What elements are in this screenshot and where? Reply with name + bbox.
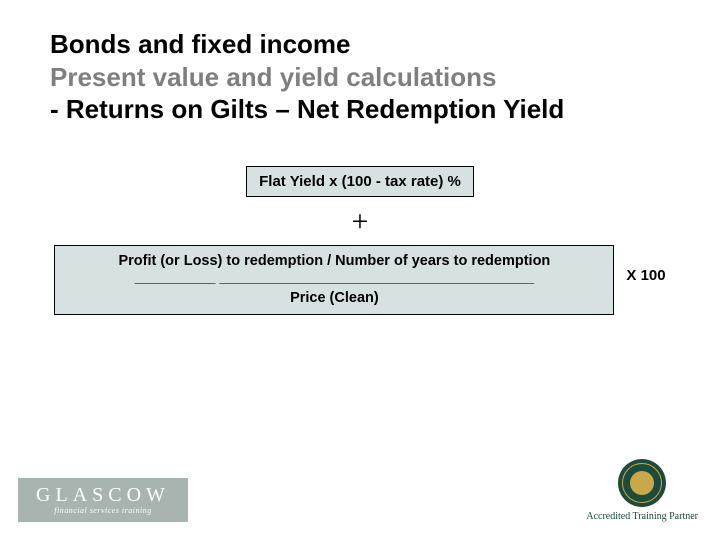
slide: Bonds and fixed income Present value and… bbox=[0, 0, 720, 540]
formula-row-1: Flat Yield x (100 - tax rate) % bbox=[50, 166, 670, 197]
title-block: Bonds and fixed income Present value and… bbox=[50, 28, 670, 126]
fraction-wrap: Profit (or Loss) to redemption / Number … bbox=[50, 245, 670, 315]
fraction-line: __________ _____________________________… bbox=[63, 270, 605, 287]
title-line-2: Present value and yield calculations bbox=[50, 61, 670, 94]
title-line-3: - Returns on Gilts – Net Redemption Yiel… bbox=[50, 93, 670, 126]
accredited-label: Accredited Training Partner bbox=[586, 511, 698, 522]
glascow-logo: GLASCOW financial services training bbox=[18, 478, 188, 522]
seal-ring bbox=[622, 463, 662, 503]
multiplier-x100: X 100 bbox=[626, 267, 665, 284]
title-line-1: Bonds and fixed income bbox=[50, 28, 670, 61]
right-footer: Accredited Training Partner bbox=[586, 459, 698, 522]
fraction-denominator: Price (Clean) bbox=[63, 290, 605, 306]
flat-yield-box: Flat Yield x (100 - tax rate) % bbox=[246, 166, 474, 197]
footer: GLASCOW financial services training Accr… bbox=[0, 459, 720, 522]
fraction-numerator: Profit (or Loss) to redemption / Number … bbox=[63, 252, 605, 271]
seal-icon bbox=[618, 459, 666, 507]
glascow-logo-text: GLASCOW bbox=[36, 485, 170, 505]
fraction-box: Profit (or Loss) to redemption / Number … bbox=[54, 245, 614, 315]
glascow-logo-subtext: financial services training bbox=[54, 506, 152, 515]
plus-sign: + bbox=[50, 205, 670, 239]
